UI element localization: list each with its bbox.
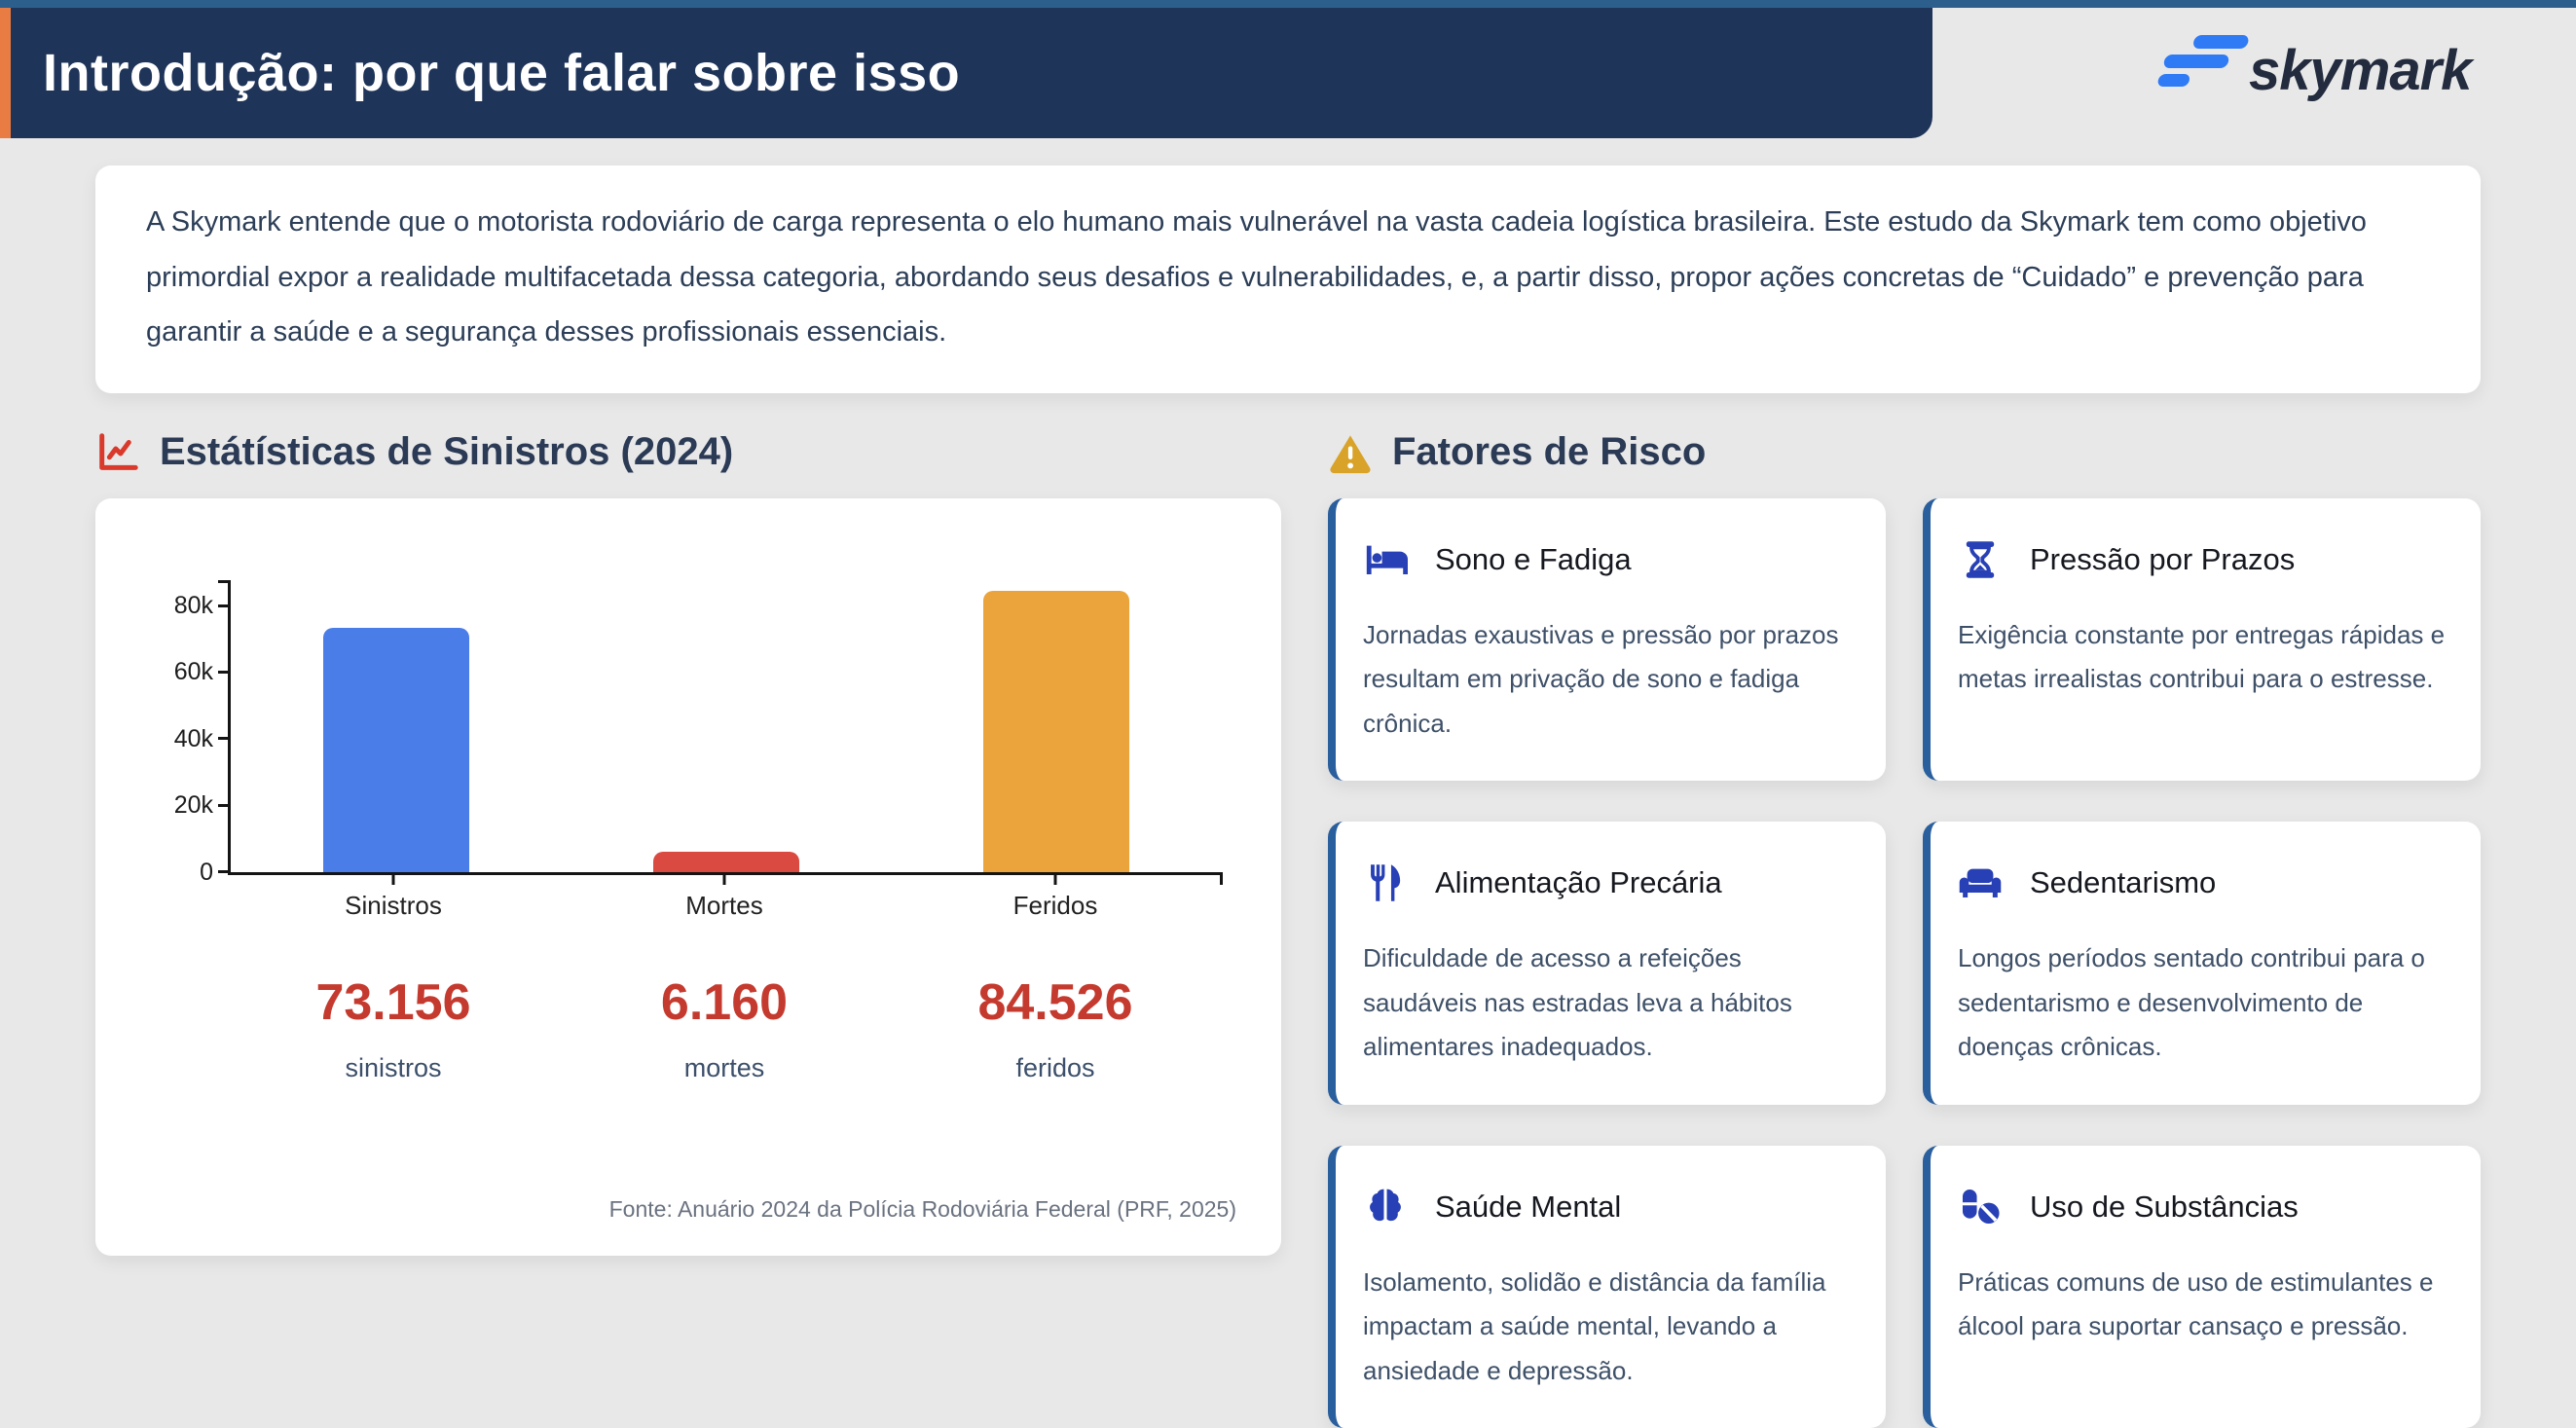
risk-card-saude-mental: Saúde Mental Isolamento, solidão e distâ… bbox=[1328, 1145, 1886, 1428]
main-row: Estátísticas de Sinistros (2024) 0 20k 40k… bbox=[95, 417, 2481, 1428]
total-label: mortes bbox=[683, 1052, 765, 1082]
risk-card-header: Sono e Fadiga bbox=[1363, 537, 1853, 582]
risk-card-header: Saúde Mental bbox=[1363, 1185, 1853, 1229]
skymark-logo: skymark bbox=[2124, 29, 2486, 111]
page-title: Introdução: por que falar sobre isso bbox=[43, 44, 961, 102]
total-mortes: 6.160 mortes bbox=[559, 973, 890, 1083]
intro-paragraph: A Skymark entende que o motorista rodovi… bbox=[146, 206, 2367, 348]
risk-section-header: Fatores de Risco bbox=[1328, 430, 2481, 475]
bar-mortes bbox=[652, 851, 799, 872]
bed-icon bbox=[1366, 545, 1408, 574]
bar-sinistros bbox=[322, 628, 469, 872]
risk-card-title: Pressão por Prazos bbox=[2030, 541, 2296, 576]
risk-card-text: Longos períodos sentado contribui para o… bbox=[1958, 943, 2425, 1062]
bar-slot bbox=[231, 582, 561, 872]
header-accent-bar bbox=[0, 8, 11, 138]
content: A Skymark entende que o motorista rodovi… bbox=[0, 165, 2576, 1428]
y-axis-tick-label: 0 bbox=[200, 858, 213, 886]
total-value: 84.526 bbox=[977, 973, 1133, 1031]
total-value: 6.160 bbox=[660, 973, 789, 1031]
couch-icon bbox=[1959, 868, 2002, 898]
risk-card-text: Dificuldade de acesso a refeições saudáv… bbox=[1363, 943, 1792, 1062]
hourglass-icon bbox=[1966, 540, 1995, 578]
risk-card-header: Sedentarismo bbox=[1958, 860, 2447, 905]
statistics-column: Estátísticas de Sinistros (2024) 0 20k 40k… bbox=[95, 417, 1281, 1256]
y-axis-tick bbox=[218, 870, 231, 874]
skymark-logo-icon: skymark bbox=[2157, 35, 2476, 102]
risk-card-title: Saúde Mental bbox=[1435, 1189, 1622, 1224]
top-strip bbox=[0, 0, 2576, 8]
utensils-icon bbox=[1371, 864, 1401, 901]
total-value: 73.156 bbox=[315, 973, 471, 1031]
y-axis-tick-label: 80k bbox=[173, 592, 213, 620]
total-sinistros: 73.156 sinistros bbox=[228, 973, 559, 1083]
chart-source: Fonte: Anuário 2024 da Polícia Rodoviári… bbox=[608, 1195, 1236, 1222]
warning-icon bbox=[1330, 435, 1371, 473]
statistics-section-header: Estátísticas de Sinistros (2024) bbox=[95, 430, 1281, 475]
risk-card-title: Uso de Substâncias bbox=[2030, 1189, 2299, 1224]
risk-card-title: Alimentação Precária bbox=[1435, 865, 1722, 900]
risk-card-header: Pressão por Prazos bbox=[1958, 537, 2447, 582]
y-axis-tick-label: 40k bbox=[173, 724, 213, 752]
brain-icon bbox=[1370, 1189, 1401, 1221]
x-axis-label: Sinistros bbox=[228, 875, 559, 921]
y-axis-tick-label: 20k bbox=[173, 791, 213, 820]
risk-card-text: Exigência constante por entregas rápidas… bbox=[1958, 619, 2446, 694]
risk-card-alimentacao-precaria: Alimentação Precária Dificuldade de aces… bbox=[1328, 822, 1886, 1105]
x-axis-label: Feridos bbox=[890, 875, 1221, 921]
risk-card-sedentarismo: Sedentarismo Longos períodos sentado con… bbox=[1923, 822, 2481, 1105]
skymark-logo-text: skymark bbox=[2249, 39, 2475, 102]
intro-card: A Skymark entende que o motorista rodovi… bbox=[95, 165, 2481, 393]
risk-card-uso-de-substancias: Uso de Substâncias Práticas comuns de us… bbox=[1923, 1145, 2481, 1428]
risk-card-text: Isolamento, solidão e distância da famíl… bbox=[1363, 1266, 1826, 1385]
bar-slot bbox=[891, 582, 1221, 872]
y-axis-tick bbox=[218, 737, 231, 741]
bar-feridos bbox=[982, 590, 1129, 872]
x-axis-labels: Sinistros Mortes Feridos bbox=[228, 875, 1221, 921]
risk-card-text: Práticas comuns de uso de estimulantes e… bbox=[1958, 1266, 2434, 1341]
bar-chart-plot: 0 20k 40k 60k 80k bbox=[174, 579, 1223, 886]
y-axis-tick bbox=[218, 604, 231, 607]
total-feridos: 84.526 feridos bbox=[890, 973, 1221, 1083]
header: Introdução: por que falar sobre isso bbox=[0, 8, 1932, 138]
risk-card-title: Sono e Fadiga bbox=[1435, 541, 1632, 576]
line-chart-icon bbox=[99, 432, 138, 470]
pills-icon bbox=[1962, 1189, 2000, 1224]
x-axis-label: Mortes bbox=[559, 875, 890, 921]
y-axis-tick-label: 60k bbox=[173, 658, 213, 686]
risk-card-sono-e-fadiga: Sono e Fadiga Jornadas exaustivas e pres… bbox=[1328, 497, 1886, 782]
y-axis-tick bbox=[218, 803, 231, 807]
risk-card-text: Jornadas exaustivas e pressão por prazos… bbox=[1363, 619, 1839, 738]
risk-card-pressao-por-prazos: Pressão por Prazos Exigência constante p… bbox=[1923, 497, 2481, 782]
risk-card-header: Alimentação Precária bbox=[1363, 860, 1853, 905]
totals-row: 73.156 sinistros 6.160 mortes 84.526 fer… bbox=[228, 973, 1221, 1083]
risk-card-title: Sedentarismo bbox=[2030, 865, 2217, 900]
total-label: sinistros bbox=[345, 1052, 442, 1082]
risk-section-title: Fatores de Risco bbox=[1392, 430, 1707, 474]
total-label: feridos bbox=[1015, 1052, 1095, 1082]
bar-slot bbox=[561, 582, 891, 872]
risk-grid: Sono e Fadiga Jornadas exaustivas e pres… bbox=[1328, 497, 2481, 1428]
risk-card-header: Uso de Substâncias bbox=[1958, 1185, 2447, 1229]
statistics-section-title: Estátísticas de Sinistros (2024) bbox=[160, 430, 734, 474]
risk-column: Fatores de Risco Sono e Fadiga Jornadas … bbox=[1328, 417, 2481, 1428]
chart-card: 0 20k 40k 60k 80k Sinistros Mortes Feridos 73.… bbox=[95, 497, 1281, 1256]
y-axis-tick bbox=[218, 670, 231, 674]
